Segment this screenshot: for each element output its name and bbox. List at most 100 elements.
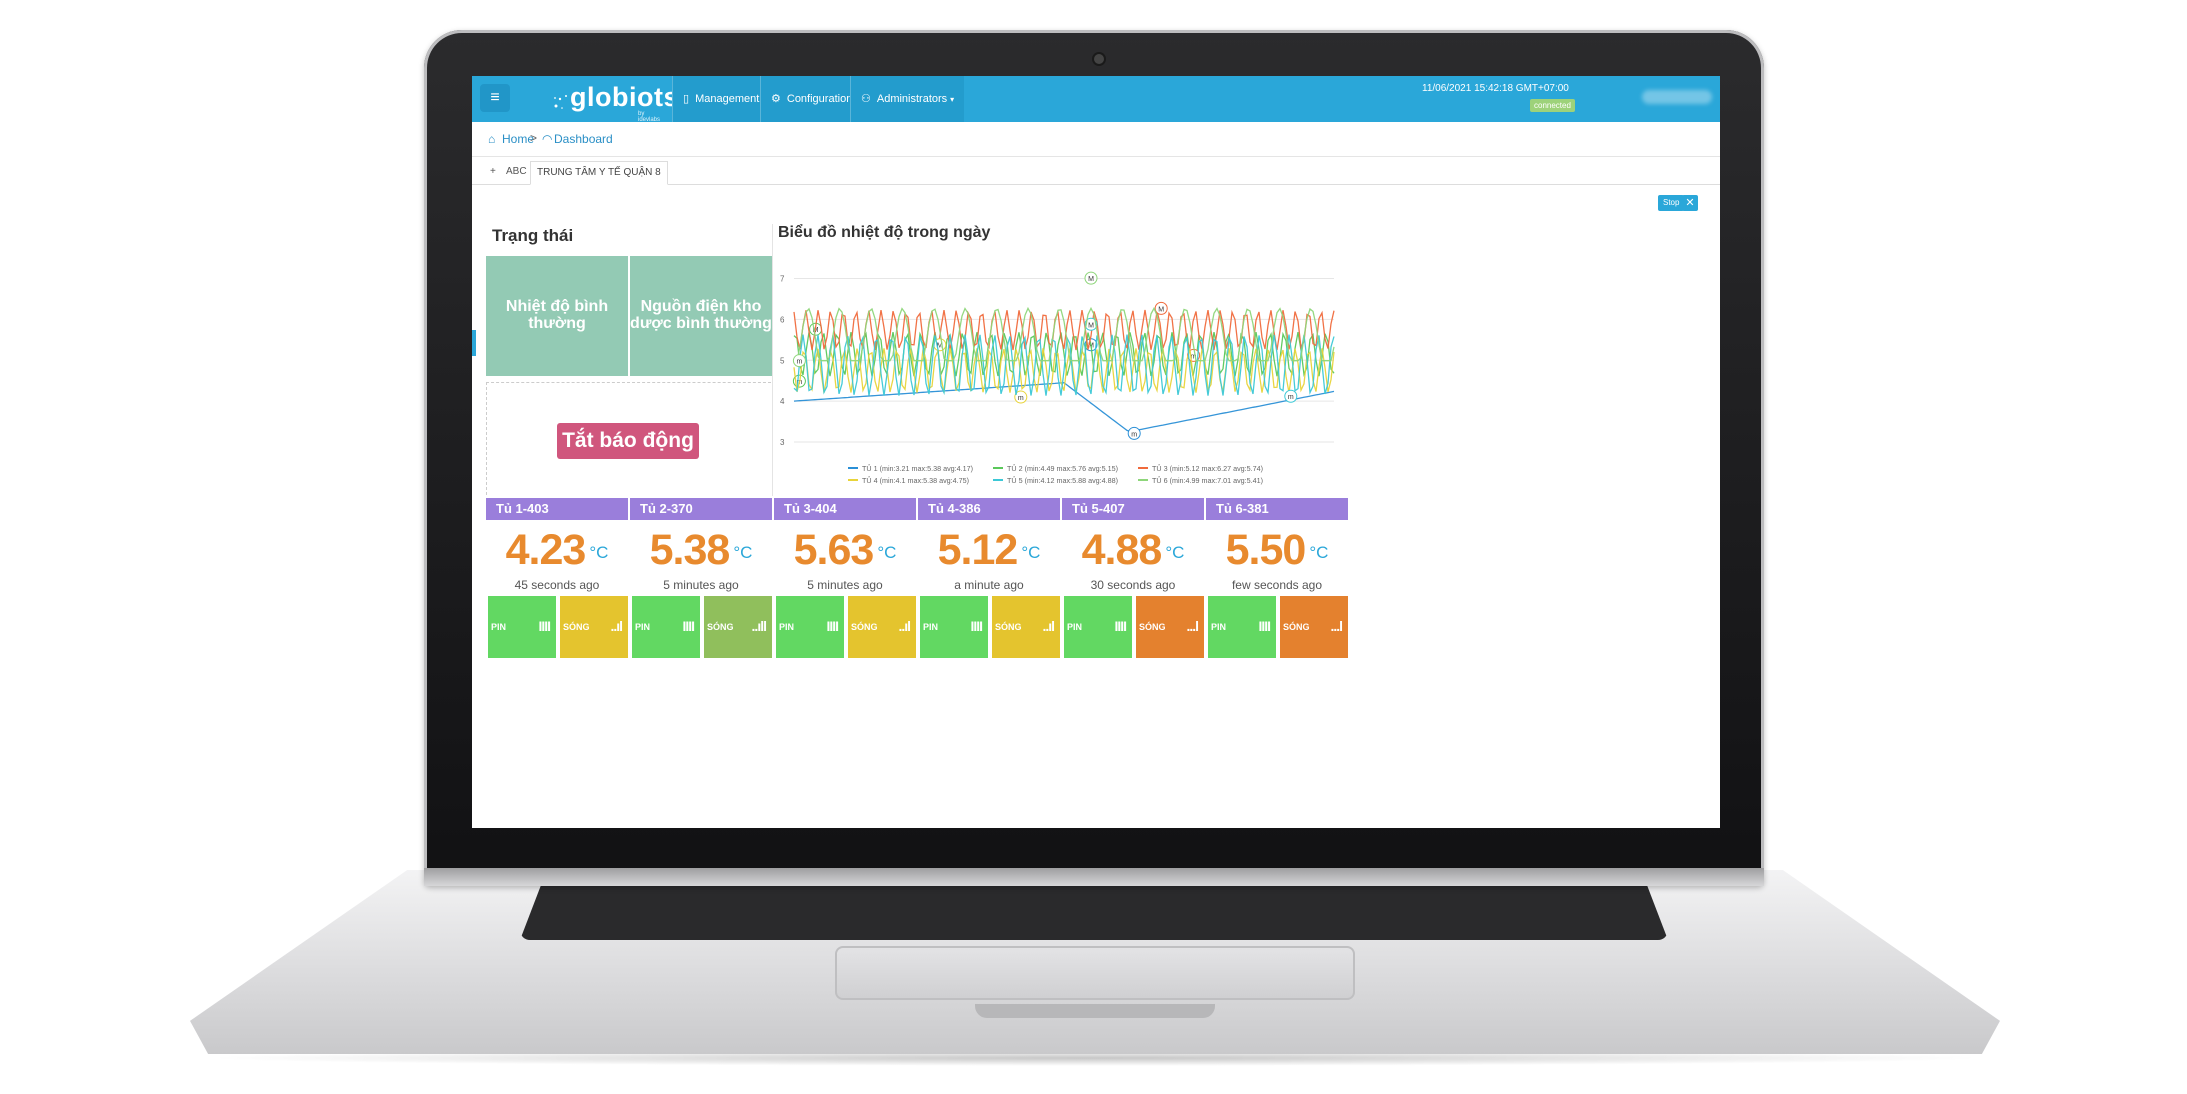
signal-label: SÓNG [1139, 622, 1166, 632]
chart-title: Biểu đồ nhiệt độ trong ngày [778, 224, 991, 241]
temperature-value: 5.63 [793, 526, 875, 574]
status-panel: Trạng thái Nhiệt độ bình thường Nguồn đi… [486, 224, 773, 496]
home-icon: ⌂ [488, 132, 496, 146]
battery-label: PIN [779, 622, 795, 632]
last-update: 5 minutes ago [807, 578, 883, 592]
temperature-unit: °C [1165, 542, 1185, 562]
series-line [793, 309, 1335, 351]
brand-logo[interactable]: globiots by idevlabs [552, 82, 678, 123]
temperature-value: 5.12 [937, 526, 1019, 574]
signal-bars-icon: ..ıl [898, 618, 911, 634]
battery-indicator: PIN IIII [1064, 596, 1132, 658]
max-marker [1084, 317, 1098, 331]
cabinet-card-title: Tủ 5-407 [1062, 498, 1204, 520]
cabinet-card-title: Tủ 2-370 [630, 498, 772, 520]
signal-label: SÓNG [995, 622, 1022, 632]
connection-badge: connected [1530, 99, 1575, 112]
top-navbar: ≡ globiots by idevlabs ▯ Management ▾ ⚙ Con… [472, 76, 1720, 123]
temperature-unit: °C [877, 542, 897, 562]
users-icon: ⚇ [861, 93, 871, 105]
tab-trung-tam-y-te-quan-8[interactable]: TRUNG TÂM Y TẾ QUẬN 8 [530, 161, 668, 185]
battery-indicator: PIN IIII [1208, 596, 1276, 658]
logo-subtext: by idevlabs [638, 111, 661, 123]
signal-bars-icon: ..ıl [1042, 618, 1055, 634]
cabinet-card-title: Tủ 3-404 [774, 498, 916, 520]
alarm-area: Tắt báo động [486, 382, 771, 495]
max-marker-label: M [1158, 306, 1164, 313]
y-tick-label: 4 [780, 397, 785, 406]
battery-label: PIN [1067, 622, 1083, 632]
last-update: a minute ago [954, 578, 1024, 592]
sidebar-toggle-handle[interactable] [472, 330, 476, 356]
nav-administrators[interactable]: ⚇ Administrators ▾ [850, 76, 965, 122]
temperature-unit: °C [1309, 542, 1329, 562]
laptop-trackpad [835, 946, 1355, 1000]
cabinet-card[interactable]: Tủ 5-407 4.88 °C 30 seconds ago PIN IIII SÓNG.… [1062, 498, 1204, 808]
cabinet-card[interactable]: Tủ 3-404 5.63 °C 5 minutes ago PIN IIII SÓNG..… [774, 498, 916, 808]
min-marker [792, 354, 806, 368]
nav-administrators-label: Administrators [876, 93, 948, 105]
breadcrumb-separator: > [530, 131, 538, 145]
max-marker-label: M [1088, 322, 1094, 329]
min-marker-label: m [1131, 431, 1137, 438]
breadcrumb-home-link[interactable]: Home [502, 132, 535, 146]
min-marker-label: m [1288, 394, 1294, 401]
cabinet-card[interactable]: Tủ 6-381 5.50 °C few seconds ago PIN IIII SÓNG… [1206, 498, 1348, 808]
min-marker-label: m [1191, 353, 1197, 360]
legend-label: TỦ 4 (min:4.1 max:5.38 avg:4.75) [862, 476, 969, 485]
battery-label: PIN [1211, 622, 1227, 632]
disable-alarm-button[interactable]: Tắt báo động [557, 423, 699, 459]
temperature-unit: °C [1021, 542, 1041, 562]
close-button[interactable]: ✕ [1682, 195, 1698, 211]
laptop-shadow [200, 1050, 1990, 1066]
max-marker [1154, 301, 1168, 315]
add-tab-button[interactable]: + [490, 166, 496, 177]
hamburger-menu-button[interactable]: ≡ [480, 84, 510, 112]
last-update: 45 seconds ago [514, 578, 600, 592]
last-update: 30 seconds ago [1090, 578, 1176, 592]
cabinet-card[interactable]: Tủ 4-386 5.12 °C a minute ago PIN IIII SÓNG ..ı… [918, 498, 1060, 808]
battery-bars-icon: IIII [1258, 618, 1271, 634]
laptop-notch [975, 1004, 1215, 1018]
nav-management[interactable]: ▯Management▾ [672, 76, 777, 122]
battery-label: PIN [923, 622, 939, 632]
stop-button[interactable]: Stop [1658, 195, 1685, 211]
cabinet-card[interactable]: Tủ 1-403 4.23 °C 45 seconds ago PIN IIII SÓNG.… [486, 498, 628, 808]
tab-abc[interactable]: ABC [506, 166, 527, 177]
cabinet-temperature: 5.12 °C [918, 526, 1060, 575]
battery-indicator: PIN IIII [776, 596, 844, 658]
user-menu[interactable] [1642, 90, 1712, 104]
y-tick-label: 3 [780, 438, 785, 447]
nav-management-label: Management [695, 93, 760, 105]
signal-indicator: SÓNG ...l [1280, 596, 1348, 658]
dashboard-icon: ◠ [542, 132, 553, 146]
legend-label: TỦ 5 (min:4.12 max:5.88 avg:4.88) [1007, 476, 1118, 485]
legend-label: TỦ 1 (min:3.21 max:5.38 avg:4.17) [862, 464, 973, 473]
breadcrumb: ⌂ Home > ◠ Dashboard [472, 122, 1720, 157]
cabinet-temperature: 4.23 °C [486, 526, 628, 575]
battery-bars-icon: IIII [682, 618, 695, 634]
laptop-hinge [424, 868, 1764, 886]
battery-bars-icon: IIII [1114, 618, 1127, 634]
max-marker [1084, 271, 1098, 285]
breadcrumb-dashboard-link[interactable]: Dashboard [554, 132, 613, 146]
battery-bars-icon: IIII [970, 618, 983, 634]
legend-label: TỦ 3 (min:5.12 max:6.27 avg:5.74) [1152, 464, 1263, 473]
min-marker-label: m [1018, 395, 1024, 402]
logo-text: globiots [570, 82, 679, 112]
signal-bars-icon: ..ıll [751, 618, 767, 634]
series-line [793, 348, 1335, 393]
y-tick-label: 7 [780, 275, 785, 284]
server-datetime: 11/06/2021 15:42:18 GMT+07:00 [1422, 83, 1569, 94]
signal-bars-icon: ..ıl [610, 618, 623, 634]
temperature-value: 5.50 [1225, 526, 1307, 574]
signal-label: SÓNG [707, 622, 734, 632]
battery-label: PIN [635, 622, 651, 632]
temperature-unit: °C [589, 542, 609, 562]
cabinet-card[interactable]: Tủ 2-370 5.38 °C 5 minutes ago PIN IIII SÓNG..… [630, 498, 772, 808]
battery-bars-icon: IIII [826, 618, 839, 634]
screen: ≡ globiots by idevlabs ▯ Management ▾ ⚙ Con… [472, 76, 1720, 828]
battery-indicator: PIN IIII [920, 596, 988, 658]
